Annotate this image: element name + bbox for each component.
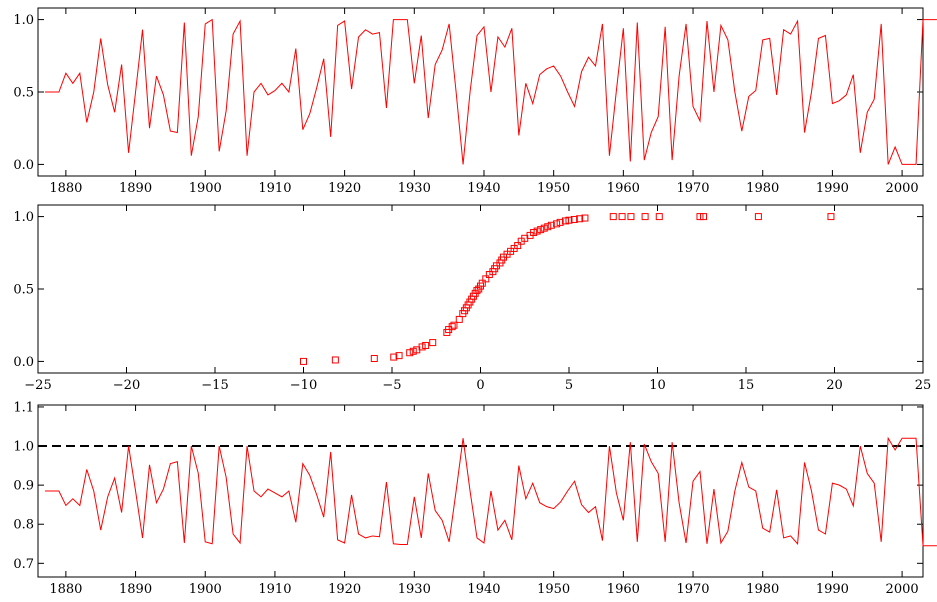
x-tick-label: 1960 [607, 181, 640, 196]
x-tick-label: 1940 [467, 181, 500, 196]
x-tick-label: 1950 [537, 181, 570, 196]
x-tick-label: 20 [826, 378, 843, 393]
x-tick-label: 1920 [328, 582, 361, 597]
x-tick-label: 1900 [189, 582, 222, 597]
x-tick-label: 1890 [119, 582, 152, 597]
scatter-point [576, 215, 584, 223]
y-tick-label: 1.0 [13, 13, 34, 28]
scatter-point [530, 229, 538, 237]
x-tick-label: 1930 [398, 181, 431, 196]
panel-3-timeseries: 1880 1890 1900 1910 1920 1930 1940 1950 1960 1970… [13, 400, 937, 597]
series-line [44, 436, 937, 547]
x-tick-label: 1980 [746, 582, 779, 597]
x-tick-label: 1890 [119, 181, 152, 196]
scatter-point [450, 321, 458, 329]
x-tick-label: 1980 [746, 181, 779, 196]
scatter-point [700, 213, 708, 221]
y-tick-label: 0.0 [13, 355, 34, 370]
y-tick-label: 1.1 [13, 400, 34, 415]
x-tick-label: 1970 [676, 582, 709, 597]
x-tick-label: −20 [113, 378, 140, 393]
y-tick-label: 1.0 [13, 440, 34, 455]
scatter-point [547, 221, 555, 229]
scatter-point [544, 223, 552, 231]
scatter-point [395, 352, 403, 360]
series-line [44, 18, 937, 165]
scatter-point [429, 339, 437, 347]
x-tick-label: 1880 [49, 181, 82, 196]
scatter-point [300, 357, 307, 365]
x-tick-label: 10 [649, 378, 666, 393]
scatter-point [409, 347, 417, 355]
scatter-point [618, 213, 626, 221]
scatter-point [565, 216, 573, 224]
x-tick-label: 5 [565, 378, 573, 393]
x-tick-label: 1930 [398, 582, 431, 597]
x-tick-label: 2000 [886, 582, 919, 597]
scatter-point [641, 213, 649, 221]
scatter-point [406, 349, 414, 357]
scatter-point [514, 242, 522, 250]
x-tick-label: −25 [24, 378, 51, 393]
y-tick-label: 0.8 [13, 518, 34, 533]
scatter-point [448, 323, 456, 331]
scatter-point [455, 315, 463, 323]
scatter-point [390, 353, 398, 361]
plot-frame [37, 404, 924, 578]
x-tick-label: 1920 [328, 181, 361, 196]
x-tick-label: 1990 [816, 181, 849, 196]
panel-1-timeseries: 1880 1890 1900 1910 1920 1930 1940 1950 1960 1970… [13, 7, 937, 196]
x-tick-label: 0 [476, 378, 484, 393]
scatter-point [537, 226, 545, 234]
x-tick-label: 1900 [189, 181, 222, 196]
scatter-point [482, 275, 490, 283]
x-tick-label: −15 [201, 378, 228, 393]
scatter-point [478, 279, 486, 287]
scatter-point [473, 286, 481, 294]
x-tick-label: 1880 [49, 582, 82, 597]
y-tick-label: 0.0 [13, 158, 34, 173]
y-tick-label: 0.7 [13, 557, 34, 572]
scatter-point [556, 218, 564, 226]
scatter-point [331, 356, 339, 364]
scatter-point [827, 213, 835, 221]
x-tick-label: 25 [915, 378, 932, 393]
scatter-point [553, 220, 561, 228]
scatter-point [655, 213, 663, 221]
plot-frame [37, 7, 924, 177]
y-tick-label: 1.0 [13, 210, 34, 225]
y-tick-label: 0.5 [13, 283, 34, 298]
scatter-point [370, 355, 378, 363]
scatter-point [422, 341, 430, 349]
scatter-point [570, 215, 578, 223]
y-tick-label: 0.9 [13, 479, 34, 494]
scatter-point [540, 224, 548, 232]
x-tick-label: 1950 [537, 582, 570, 597]
x-tick-label: 1960 [607, 582, 640, 597]
scatter-point [754, 213, 762, 221]
scatter-point [561, 217, 569, 225]
x-tick-label: 15 [738, 378, 755, 393]
y-tick-label: 0.5 [13, 86, 34, 101]
x-tick-label: −10 [290, 378, 317, 393]
x-tick-label: 1910 [258, 582, 291, 597]
x-tick-label: 1910 [258, 181, 291, 196]
scatter-point [609, 213, 617, 221]
x-tick-label: 1970 [676, 181, 709, 196]
scatter-point [418, 343, 426, 351]
x-tick-label: 1990 [816, 582, 849, 597]
scatter-point [533, 227, 541, 235]
x-tick-label: 1940 [467, 582, 500, 597]
x-tick-label: −5 [382, 378, 401, 393]
scatter-point [581, 214, 589, 222]
scatter-point [627, 213, 635, 221]
scatter-point [696, 213, 704, 221]
x-tick-label: 2000 [886, 181, 919, 196]
panel-2-scatter: −25 −20 −15 −10 −5 0 5 10 15 20 25 0.0 0.5 1.0 [13, 204, 932, 393]
